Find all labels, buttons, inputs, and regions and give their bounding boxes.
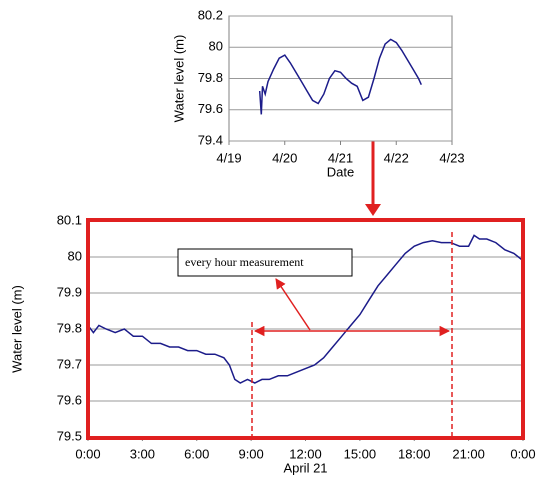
y-tick-label: 79.8 — [198, 70, 223, 85]
data-line — [87, 234, 524, 384]
y-tick-label: 79.7 — [57, 356, 82, 371]
y-tick-label: 79.6 — [57, 392, 82, 407]
x-tick-label: 0:00 — [510, 446, 535, 461]
y-axis-label: Water level (m) — [171, 35, 186, 123]
x-tick-label: 21:00 — [452, 446, 485, 461]
pointer-arrow — [275, 278, 311, 331]
zoom-frame — [86, 218, 525, 440]
x-tick-label: 12:00 — [289, 446, 322, 461]
x-tick-label: 0:00 — [75, 446, 100, 461]
y-tick-label: 80.2 — [198, 7, 223, 22]
annotation-box — [177, 248, 353, 277]
x-tick-label: 4/23 — [439, 150, 464, 165]
x-tick-label: 15:00 — [344, 446, 377, 461]
x-axis-label: Date — [327, 164, 354, 179]
y-tick-label: 79.6 — [198, 101, 223, 116]
zoom-arrow-head — [365, 204, 381, 216]
x-axis-label: April 21 — [283, 460, 327, 475]
y-tick-label: 80.1 — [57, 212, 82, 227]
annotation: every hour measurement — [185, 255, 304, 269]
y-tick-label: 79.9 — [57, 284, 82, 299]
x-tick-label: 4/20 — [272, 150, 297, 165]
x-tick-label: 18:00 — [398, 446, 431, 461]
y-axis-label: Water level (m) — [9, 285, 24, 373]
x-tick-label: 4/21 — [328, 150, 353, 165]
x-tick-label: 6:00 — [184, 446, 209, 461]
x-tick-label: 4/22 — [384, 150, 409, 165]
y-tick-label: 79.8 — [57, 320, 82, 335]
x-tick-label: 3:00 — [130, 446, 155, 461]
y-tick-label: 80 — [68, 248, 82, 263]
y-tick-label: 79.4 — [198, 132, 223, 147]
y-tick-label: 79.5 — [57, 428, 82, 443]
x-tick-label: 4/19 — [216, 150, 241, 165]
y-tick-label: 80 — [209, 39, 223, 54]
data-line — [258, 38, 422, 115]
x-tick-label: 9:00 — [238, 446, 263, 461]
